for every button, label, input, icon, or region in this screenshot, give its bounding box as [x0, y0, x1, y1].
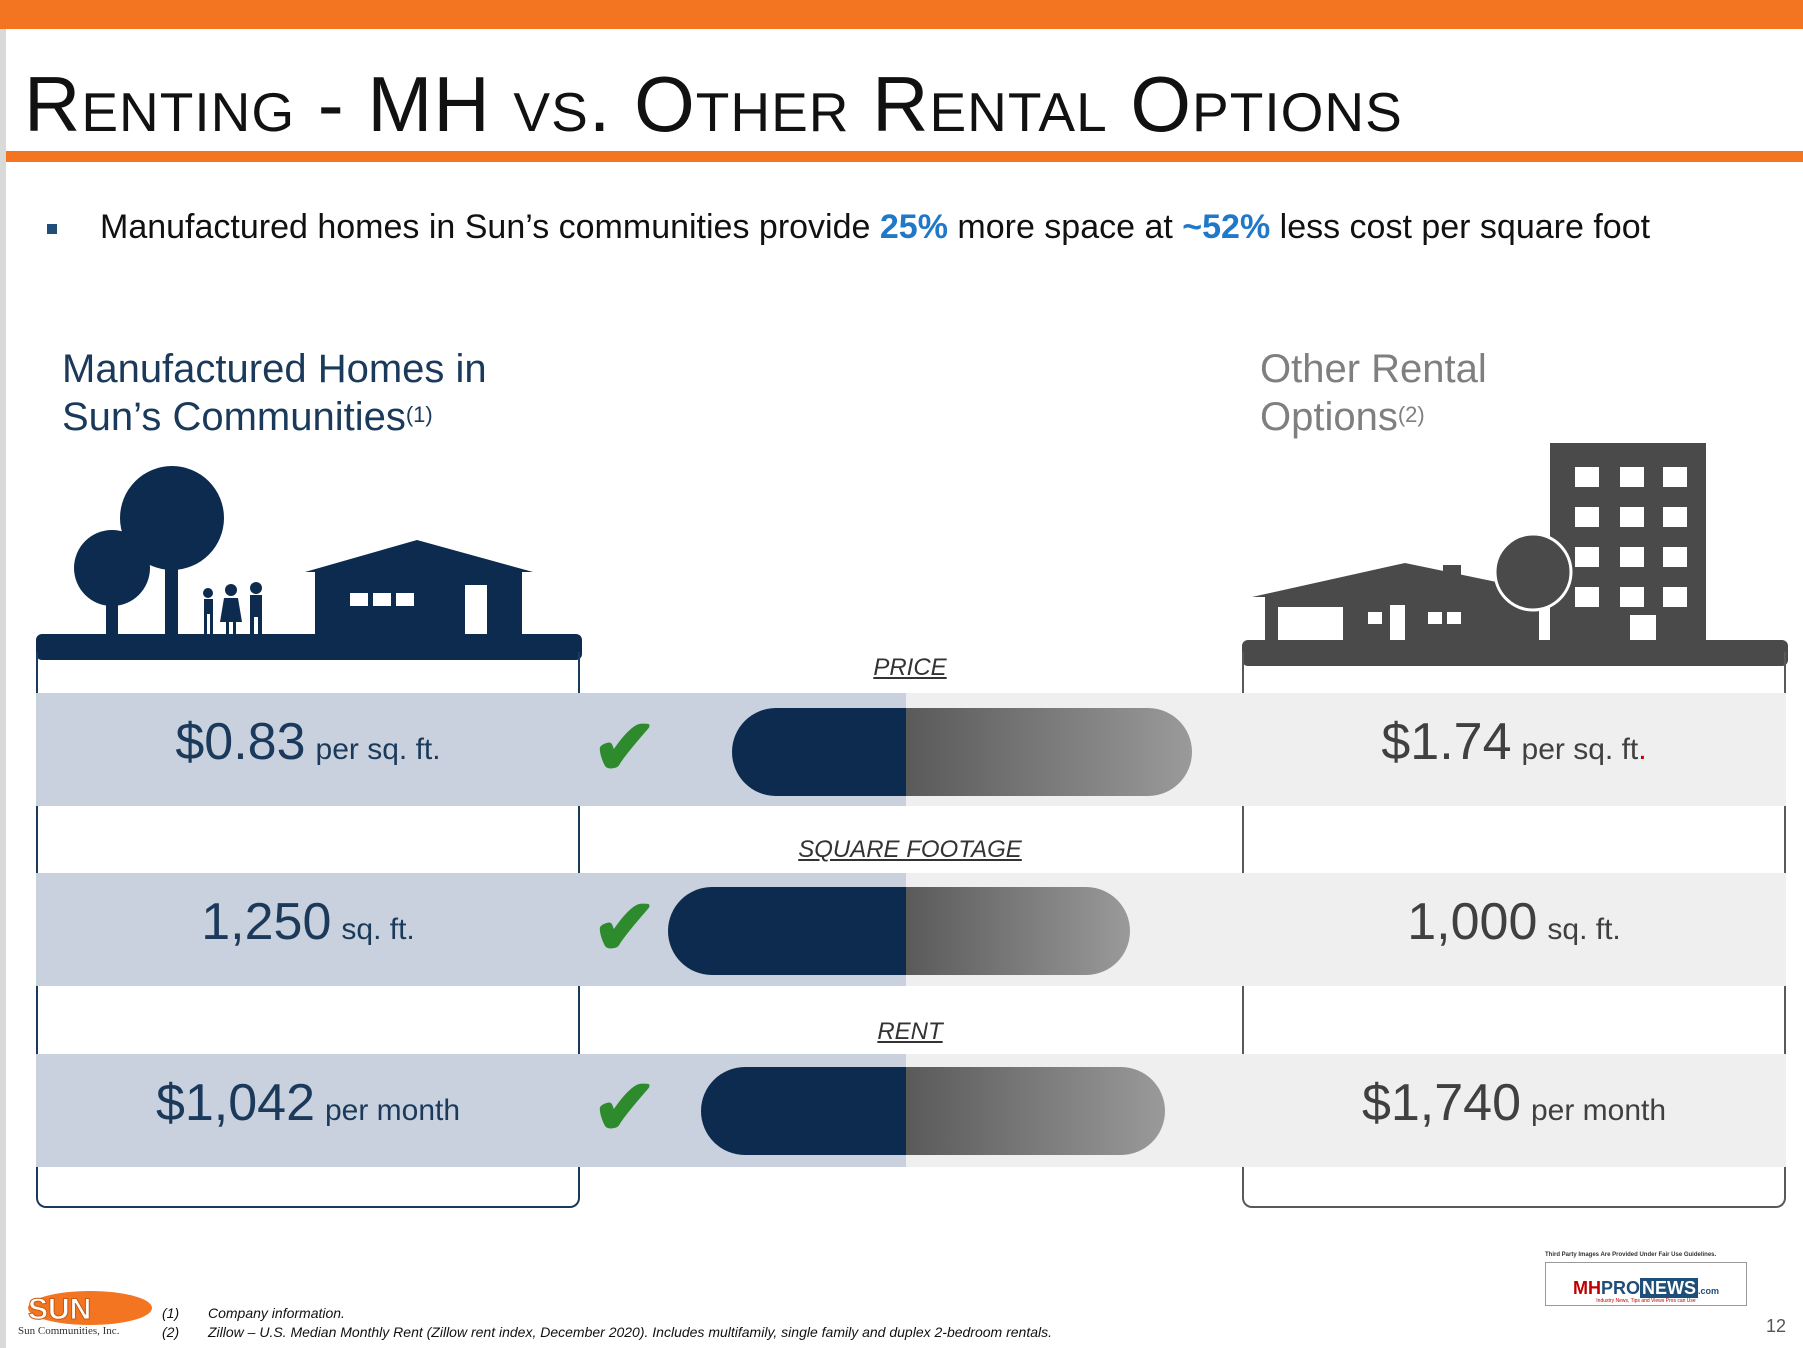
footnote-2: (2) Zillow – U.S. Median Monthly Rent (Zi…	[162, 1323, 1052, 1342]
right-heading-line2: Options	[1260, 395, 1398, 439]
right-column-heading: Other Rental Options(2)	[1260, 345, 1487, 441]
price-right-amount: $1.74	[1381, 713, 1512, 771]
bullet-text: Manufactured homes in Sun’s communities …	[100, 208, 1650, 247]
left-column-heading: Manufactured Homes in Sun’s Communities(…	[62, 345, 487, 441]
red-period: .	[1638, 733, 1647, 766]
bullet-middle: more space at	[947, 208, 1183, 246]
price-left-value: $0.83 per sq. ft.	[36, 686, 580, 806]
house-icon	[305, 540, 533, 635]
watermark-tagline: Industry News, Tips and Views Pros can U…	[1596, 1298, 1696, 1304]
right-heading-line1: Other Rental	[1260, 347, 1487, 391]
rent-left-value: $1,042 per month	[36, 1047, 580, 1167]
watermark-note: Third Party Images Are Provided Under Fa…	[1545, 1252, 1717, 1258]
cost-percent: ~52%	[1182, 208, 1271, 246]
brand-domain: .com	[1698, 1286, 1720, 1296]
footnote-1-text: Company information.	[208, 1305, 345, 1321]
price-bar-mh	[732, 708, 906, 796]
sqft-bar-mh	[668, 887, 906, 975]
sqft-comparison-bar	[668, 887, 1130, 975]
watermark-brand: MHPRO NEWS .com	[1552, 1278, 1740, 1300]
rent-left-amount: $1,042	[155, 1074, 315, 1132]
sqft-left-unit: sq. ft.	[341, 913, 415, 946]
right-ground-bar	[1242, 640, 1788, 666]
left-heading-line2: Sun’s Communities	[62, 395, 406, 439]
price-right-unit: per sq. ft	[1521, 733, 1639, 766]
price-right-value: $1.74 per sq. ft.	[1242, 686, 1786, 806]
sqft-left-value: 1,250 sq. ft.	[36, 866, 580, 986]
price-left-amount: $0.83	[175, 713, 306, 771]
top-accent-bar	[0, 0, 1803, 29]
space-percent: 25%	[879, 208, 948, 246]
bullet-marker	[47, 224, 57, 234]
sun-logo: SUN	[28, 1291, 152, 1327]
title-rule	[6, 151, 1803, 162]
bullet-suffix: less cost per square foot	[1270, 208, 1651, 246]
footnotes: (1) Company information. (2) Zillow – U.S.…	[162, 1304, 1052, 1342]
brand-pro: PRO	[1600, 1278, 1640, 1298]
rent-label: RENT	[877, 1018, 943, 1045]
rent-bar-mh	[701, 1067, 906, 1155]
check-icon: ✔	[592, 1063, 658, 1151]
family-icon	[203, 582, 262, 635]
sqft-left-amount: 1,250	[201, 893, 332, 951]
left-edge	[0, 29, 6, 1348]
check-icon: ✔	[592, 703, 658, 791]
mhpronews-watermark: Third Party Images Are Provided Under Fa…	[1545, 1252, 1747, 1306]
rent-left-unit: per month	[324, 1094, 461, 1127]
left-heading-line1: Manufactured Homes in	[62, 347, 487, 391]
price-comparison-bar	[732, 708, 1192, 796]
footnote-1: (1) Company information.	[162, 1304, 1052, 1323]
rent-comparison-bar	[701, 1067, 1165, 1155]
price-bar-other	[906, 708, 1192, 796]
footnote-2-num: (2)	[162, 1324, 180, 1340]
manufactured-home-illustration	[74, 466, 533, 635]
company-name: Sun Communities, Inc.	[18, 1325, 120, 1337]
check-icon: ✔	[592, 883, 658, 971]
footnote-ref-2: (2)	[1397, 402, 1425, 427]
footnote-2-text: Zillow – U.S. Median Monthly Rent (Zillo…	[208, 1324, 1052, 1340]
price-label: PRICE	[873, 654, 947, 681]
sqft-label: SQUARE FOOTAGE	[798, 836, 1022, 863]
sun-logo-text: SUN	[28, 1293, 91, 1326]
brand-mh: MH	[1572, 1278, 1601, 1298]
price-left-unit: per sq. ft.	[315, 733, 441, 766]
slide-title: Renting - MH vs. Other Rental Options	[24, 60, 1403, 148]
rent-right-amount: $1,740	[1361, 1074, 1521, 1132]
sqft-right-value: 1,000 sq. ft.	[1242, 866, 1786, 986]
brand-news: NEWS	[1640, 1278, 1698, 1298]
sqft-bar-other	[906, 887, 1130, 975]
left-ground-bar	[36, 634, 582, 660]
tree-icon	[74, 530, 150, 606]
tree-icon	[120, 466, 224, 570]
footnote-ref-1: (1)	[405, 402, 433, 427]
sqft-right-unit: sq. ft.	[1547, 913, 1621, 946]
rent-right-unit: per month	[1530, 1094, 1667, 1127]
footnote-1-num: (1)	[162, 1305, 180, 1321]
rent-bar-other	[906, 1067, 1165, 1155]
rent-right-value: $1,740 per month	[1242, 1047, 1786, 1167]
sqft-right-amount: 1,000	[1407, 893, 1538, 951]
page-number: 12	[1766, 1316, 1787, 1336]
watermark-badge: MHPRO NEWS .com	[1545, 1262, 1747, 1306]
other-rental-illustration	[1252, 443, 1706, 645]
bullet-prefix: Manufactured homes in Sun’s communities …	[100, 208, 880, 246]
